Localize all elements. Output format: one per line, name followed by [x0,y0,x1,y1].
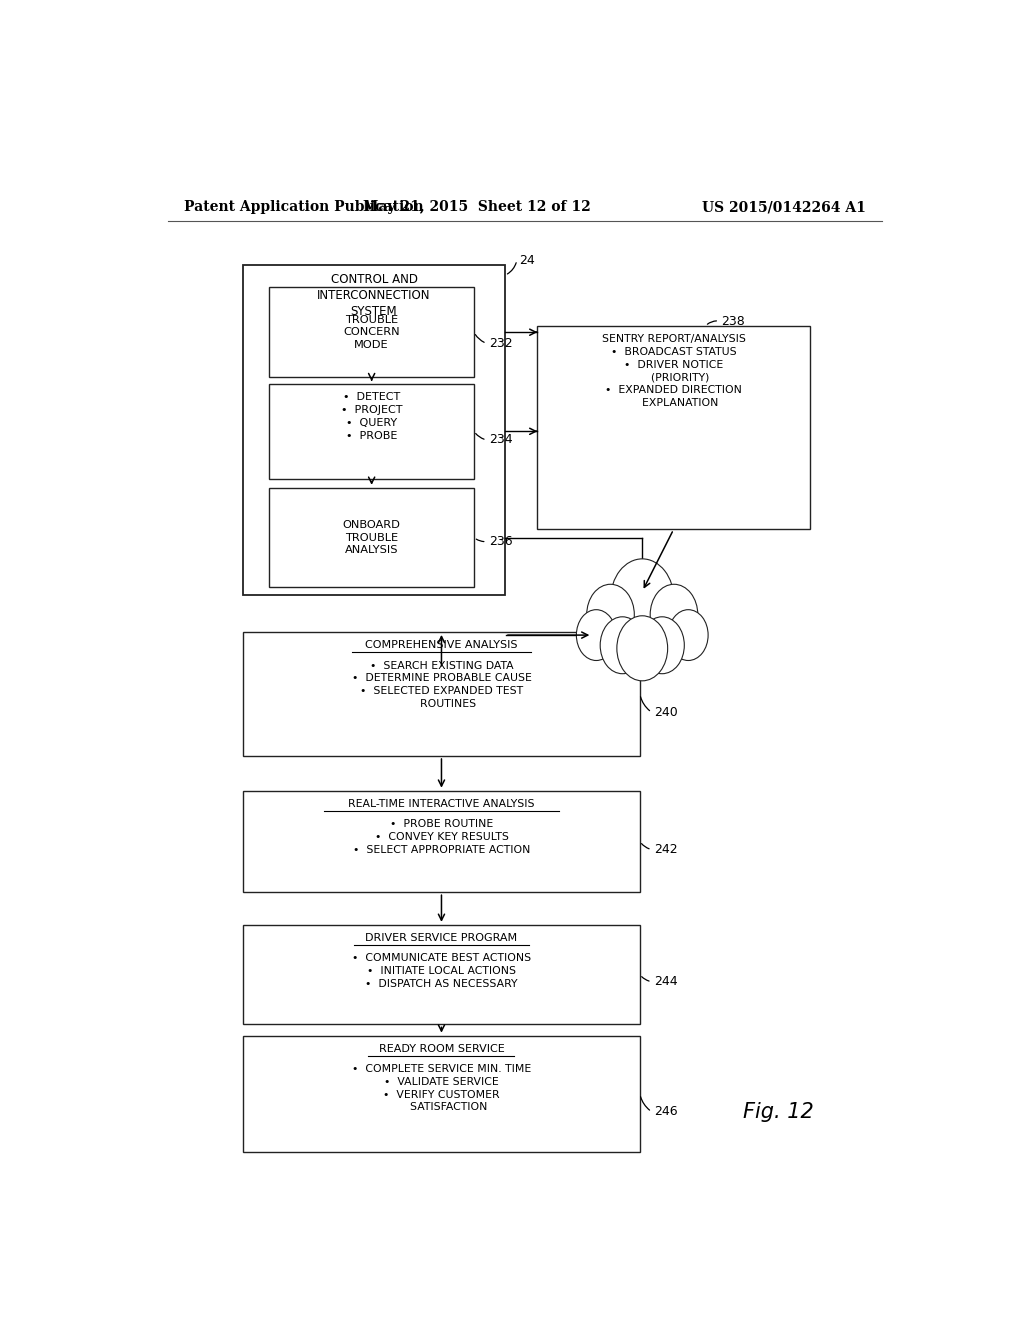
Text: 246: 246 [654,1105,678,1118]
Text: •  COMMUNICATE BEST ACTIONS
•  INITIATE LOCAL ACTIONS
•  DISPATCH AS NECESSARY: • COMMUNICATE BEST ACTIONS • INITIATE LO… [352,953,531,989]
Text: 242: 242 [654,843,678,857]
FancyBboxPatch shape [243,791,640,892]
FancyBboxPatch shape [243,265,505,595]
Text: 24: 24 [519,253,535,267]
FancyBboxPatch shape [243,632,640,756]
Text: CONTROL AND
INTERCONNECTION
SYSTEM: CONTROL AND INTERCONNECTION SYSTEM [317,273,431,318]
Circle shape [616,615,668,681]
Circle shape [669,610,709,660]
Text: •  PROBE ROUTINE
•  CONVEY KEY RESULTS
•  SELECT APPROPRIATE ACTION: • PROBE ROUTINE • CONVEY KEY RESULTS • S… [353,818,530,854]
Text: READY ROOM SERVICE: READY ROOM SERVICE [379,1044,505,1053]
Text: •  COMPLETE SERVICE MIN. TIME
•  VALIDATE SERVICE
•  VERIFY CUSTOMER
    SATISFA: • COMPLETE SERVICE MIN. TIME • VALIDATE … [352,1064,531,1113]
Text: Patent Application Publication: Patent Application Publication [183,201,423,214]
Text: COMPREHENSIVE ANALYSIS: COMPREHENSIVE ANALYSIS [366,640,518,651]
Text: May 21, 2015  Sheet 12 of 12: May 21, 2015 Sheet 12 of 12 [364,201,591,214]
Text: 234: 234 [489,433,513,446]
Text: SENTRY REPORT/ANALYSIS
•  BROADCAST STATUS
•  DRIVER NOTICE
    (PRIORITY)
•  EX: SENTRY REPORT/ANALYSIS • BROADCAST STATU… [602,334,745,408]
Text: ONBOARD
TROUBLE
ANALYSIS: ONBOARD TROUBLE ANALYSIS [343,520,400,554]
Text: DRIVER SERVICE PROGRAM: DRIVER SERVICE PROGRAM [366,933,517,942]
FancyBboxPatch shape [269,384,474,479]
Text: TROUBLE
CONCERN
MODE: TROUBLE CONCERN MODE [343,314,400,350]
FancyBboxPatch shape [537,326,811,529]
Text: Fig. 12: Fig. 12 [743,1102,814,1122]
Text: 236: 236 [489,535,513,548]
FancyBboxPatch shape [243,1036,640,1152]
Text: 238: 238 [722,314,745,327]
FancyBboxPatch shape [243,925,640,1024]
Circle shape [577,610,616,660]
Circle shape [587,585,634,645]
Text: 232: 232 [489,337,513,350]
Text: 244: 244 [654,975,678,989]
Text: US 2015/0142264 A1: US 2015/0142264 A1 [702,201,866,214]
Circle shape [610,558,674,640]
Text: REAL-TIME INTERACTIVE ANALYSIS: REAL-TIME INTERACTIVE ANALYSIS [348,799,535,809]
Circle shape [600,616,645,673]
Circle shape [640,616,684,673]
Text: •  SEARCH EXISTING DATA
•  DETERMINE PROBABLE CAUSE
•  SELECTED EXPANDED TEST
  : • SEARCH EXISTING DATA • DETERMINE PROBA… [351,660,531,709]
Text: 240: 240 [654,706,678,719]
FancyBboxPatch shape [269,288,474,378]
FancyBboxPatch shape [269,487,474,587]
Circle shape [650,585,697,645]
Text: •  DETECT
•  PROJECT
•  QUERY
•  PROBE: • DETECT • PROJECT • QUERY • PROBE [341,392,402,441]
